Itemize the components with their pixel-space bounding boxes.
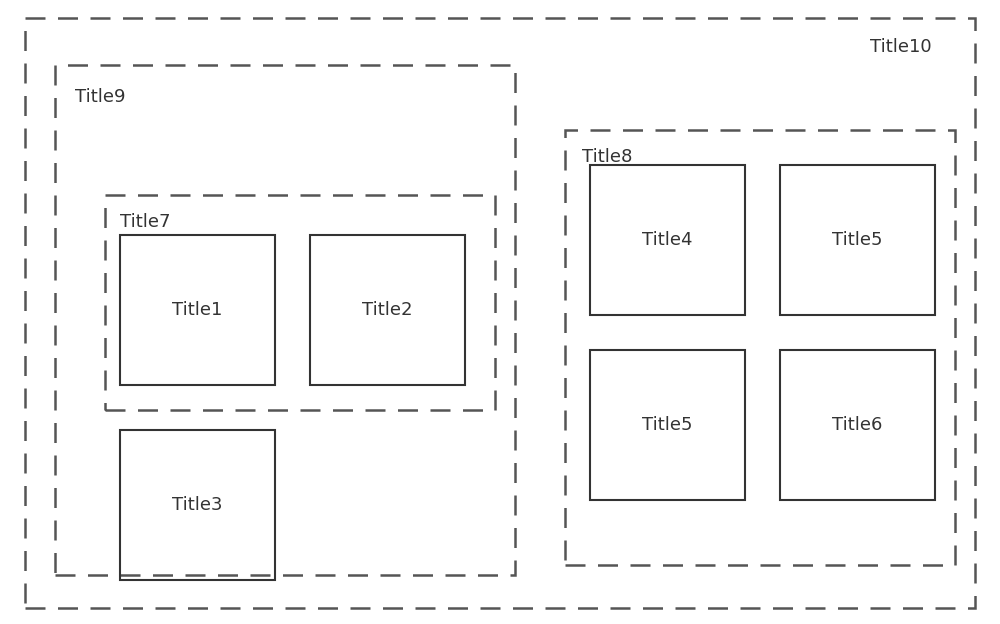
Bar	[105, 195, 495, 410]
Bar	[55, 65, 515, 575]
Bar	[310, 235, 465, 385]
Text: Title10: Title10	[870, 38, 932, 56]
Bar	[120, 235, 275, 385]
Bar	[780, 165, 935, 315]
Bar	[590, 350, 745, 500]
Text: Title1: Title1	[172, 301, 222, 319]
Bar	[780, 350, 935, 500]
Text: Title8: Title8	[582, 148, 632, 166]
Bar	[590, 165, 745, 315]
Text: Title9: Title9	[75, 88, 126, 106]
Text: Title4: Title4	[642, 231, 692, 249]
Bar	[565, 130, 955, 565]
Text: Title5: Title5	[832, 231, 882, 249]
Text: Title6: Title6	[832, 416, 882, 434]
Text: Title7: Title7	[120, 213, 170, 231]
Bar	[120, 430, 275, 580]
Text: Title2: Title2	[362, 301, 412, 319]
Text: Title3: Title3	[172, 496, 222, 514]
Text: Title5: Title5	[642, 416, 692, 434]
